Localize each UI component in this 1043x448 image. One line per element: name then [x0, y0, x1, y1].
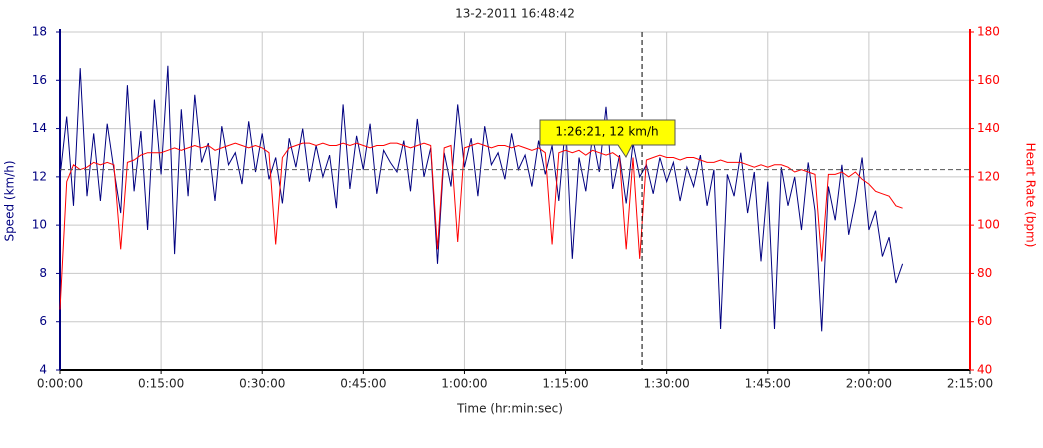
y2-tick-label: 160: [977, 73, 1000, 87]
y-tick-label: 18: [32, 25, 47, 39]
series-line: [59, 65, 904, 332]
series-line: [59, 142, 903, 310]
y-tick-label: 8: [39, 266, 47, 280]
y-tick-label: 6: [39, 314, 47, 328]
y2-tick-label: 60: [977, 314, 992, 328]
x-tick-label: 0:45:00: [340, 377, 386, 391]
x-tick-label: 1:45:00: [745, 377, 791, 391]
x-tick-label: 1:00:00: [441, 377, 487, 391]
tooltip: 1:26:21, 12 km/h: [539, 119, 676, 158]
y-axis-label: Speed (km/h): [3, 160, 17, 241]
y2-tick-label: 180: [977, 25, 1000, 39]
y2-tick-label: 40: [977, 363, 992, 377]
tooltip-text: 1:26:21, 12 km/h: [555, 125, 658, 139]
y-tick-label: 4: [39, 363, 47, 377]
y2-tick-label: 140: [977, 121, 1000, 135]
y-tick-label: 10: [32, 218, 47, 232]
x-tick-label: 1:15:00: [542, 377, 588, 391]
tooltip-box: [539, 119, 676, 158]
x-tick-label: 1:30:00: [644, 377, 690, 391]
x-tick-label: 0:00:00: [37, 377, 83, 391]
y-tick-label: 14: [32, 121, 47, 135]
x-tick-label: 2:00:00: [846, 377, 892, 391]
y2-tick-label: 120: [977, 169, 1000, 183]
y-tick-label: 12: [32, 169, 47, 183]
y2-tick-label: 80: [977, 266, 992, 280]
x-tick-label: 2:15:00: [947, 377, 993, 391]
x-axis-label: Time (hr:min:sec): [456, 402, 563, 416]
x-tick-label: 0:30:00: [239, 377, 285, 391]
y2-tick-label: 100: [977, 218, 1000, 232]
y2-axis-label: Heart Rate (bpm): [1024, 143, 1038, 248]
x-tick-label: 0:15:00: [138, 377, 184, 391]
chart-title: 13-2-2011 16:48:42: [455, 7, 575, 21]
y-tick-label: 16: [32, 73, 47, 87]
